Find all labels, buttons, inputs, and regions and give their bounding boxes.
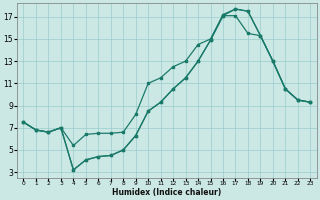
X-axis label: Humidex (Indice chaleur): Humidex (Indice chaleur)	[112, 188, 221, 197]
